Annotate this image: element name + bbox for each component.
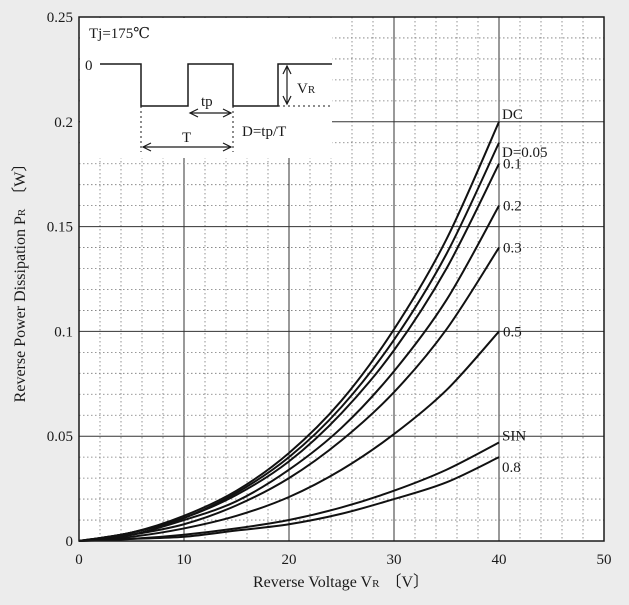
series-line [78, 247, 500, 542]
series-label: 0.8 [502, 460, 521, 476]
series-line [78, 330, 500, 542]
series-label: D=0.05 [502, 145, 548, 161]
series-label: SIN [502, 428, 526, 444]
series-line [78, 205, 500, 542]
x-tick-label: 20 [282, 552, 297, 568]
series-label: DC [502, 107, 523, 123]
inset-t-label: T [182, 130, 191, 146]
tp-arrowheads [188, 108, 233, 118]
y-tick-label: 0.15 [47, 220, 73, 236]
y-tick-label: 0.25 [47, 10, 73, 26]
inset-tp-label: tp [201, 94, 213, 110]
series-label: 0.2 [503, 199, 522, 215]
plot-frame [78, 16, 605, 542]
y-tick-label: 0.1 [54, 324, 73, 340]
x-tick-label: 30 [387, 552, 402, 568]
y-tick-label: 0.05 [47, 429, 73, 445]
inset-duty-formula: D=tp/T [242, 124, 286, 140]
pulse-waveform [100, 63, 332, 107]
series-label: 0.3 [503, 241, 522, 257]
curves [78, 121, 500, 542]
inset-zero-label: 0 [85, 58, 93, 74]
series-label: 0.1 [503, 157, 522, 173]
x-tick-label: 50 [597, 552, 612, 568]
tick-labels: 0 10 20 30 40 50 0 0.05 0.1 0.15 0.2 0.25 [47, 10, 612, 568]
y-tick-label: 0.2 [54, 115, 73, 131]
series-label: 0.5 [503, 324, 522, 340]
series-line [78, 456, 500, 542]
curve-labels: DC D=0.050.1 0.2 0.3 0.5 SIN 0.8 [502, 107, 548, 476]
series-line [78, 163, 500, 542]
t-arrowheads [141, 142, 233, 152]
y-axis-title: Reverse Power Dissipation PR〔W〕 [11, 156, 29, 403]
y-tick-label: 0 [66, 534, 74, 550]
duty-cycle-inset: Tj=175℃ 0 VR tp T D=tp/T [80, 18, 332, 158]
x-tick-label: 0 [75, 552, 83, 568]
inset-tj-label: Tj=175℃ [89, 26, 150, 42]
x-axis-title: Reverse Voltage VR 〔V〕 [253, 573, 429, 591]
x-tick-label: 40 [492, 552, 507, 568]
vr-arrowheads [282, 64, 292, 106]
inset-vr-label: VR [297, 81, 316, 97]
x-tick-label: 10 [177, 552, 192, 568]
inset-background [80, 18, 332, 158]
